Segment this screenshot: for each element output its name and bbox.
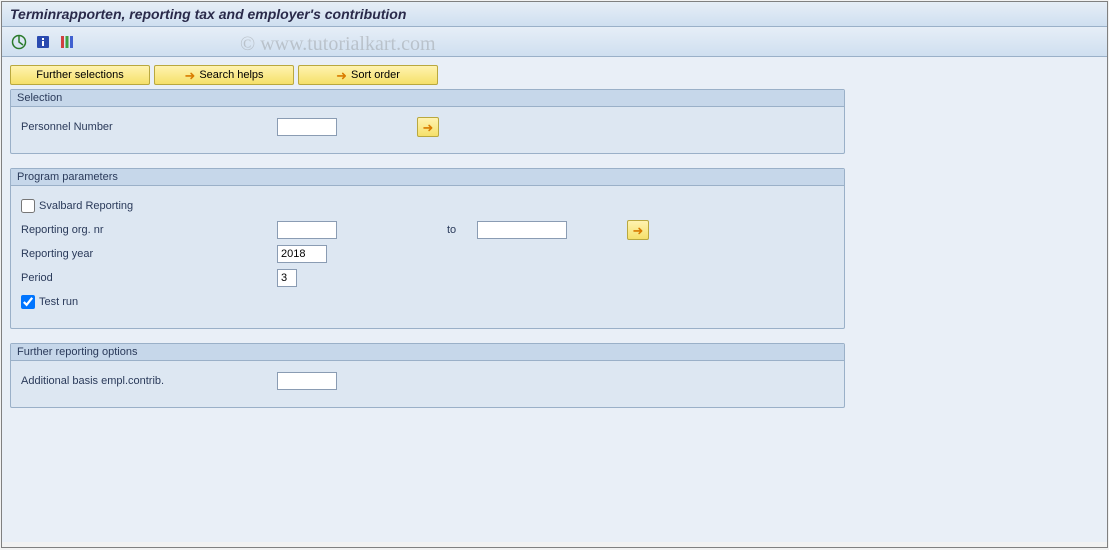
reporting-org-to-input[interactable] (477, 221, 567, 239)
test-run-label: Test run (39, 296, 78, 308)
content-area: Further selections ➜ Search helps ➜ Sort… (2, 57, 1107, 542)
further-selections-label: Further selections (36, 69, 123, 81)
to-label: to (417, 224, 477, 236)
toolbar (2, 27, 1107, 57)
svalbard-label: Svalbard Reporting (39, 200, 133, 212)
additional-basis-input[interactable] (277, 372, 337, 390)
further-selections-button[interactable]: Further selections (10, 65, 150, 85)
variant-icon[interactable] (58, 33, 76, 51)
period-label: Period (17, 272, 277, 284)
test-run-row: Test run (17, 290, 838, 314)
additional-basis-row: Additional basis empl.contrib. (17, 369, 838, 393)
selection-group-title: Selection (11, 90, 844, 107)
arrow-right-icon: ➜ (423, 121, 434, 134)
button-row: Further selections ➜ Search helps ➜ Sort… (10, 65, 1099, 85)
execute-icon[interactable] (10, 33, 28, 51)
svalbard-row: Svalbard Reporting (17, 194, 838, 218)
period-row: Period (17, 266, 838, 290)
reporting-org-row: Reporting org. nr to ➜ (17, 218, 838, 242)
app-window: Terminrapporten, reporting tax and emplo… (1, 1, 1108, 548)
personnel-number-input[interactable] (277, 118, 337, 136)
window-title: Terminrapporten, reporting tax and emplo… (2, 2, 1107, 27)
personnel-number-row: Personnel Number ➜ (17, 115, 838, 139)
sort-order-label: Sort order (351, 69, 400, 81)
arrow-right-icon: ➜ (184, 69, 195, 82)
reporting-org-from-input[interactable] (277, 221, 337, 239)
svalbard-checkbox[interactable] (21, 199, 35, 213)
program-parameters-title: Program parameters (11, 169, 844, 186)
reporting-year-row: Reporting year (17, 242, 838, 266)
reporting-org-label: Reporting org. nr (17, 224, 277, 236)
personnel-number-label: Personnel Number (17, 121, 277, 133)
reporting-year-input[interactable] (277, 245, 327, 263)
sort-order-button[interactable]: ➜ Sort order (298, 65, 438, 85)
additional-basis-label: Additional basis empl.contrib. (17, 375, 277, 387)
search-helps-label: Search helps (199, 69, 263, 81)
arrow-right-icon: ➜ (336, 69, 347, 82)
further-options-title: Further reporting options (11, 344, 844, 361)
program-parameters-group: Program parameters Svalbard Reporting Re… (10, 168, 845, 329)
personnel-number-multiselect-button[interactable]: ➜ (417, 117, 439, 137)
selection-group: Selection Personnel Number ➜ (10, 89, 845, 154)
search-helps-button[interactable]: ➜ Search helps (154, 65, 294, 85)
info-icon[interactable] (34, 33, 52, 51)
arrow-right-icon: ➜ (633, 224, 644, 237)
period-input[interactable] (277, 269, 297, 287)
reporting-year-label: Reporting year (17, 248, 277, 260)
reporting-org-multiselect-button[interactable]: ➜ (627, 220, 649, 240)
further-options-group: Further reporting options Additional bas… (10, 343, 845, 408)
test-run-checkbox[interactable] (21, 295, 35, 309)
